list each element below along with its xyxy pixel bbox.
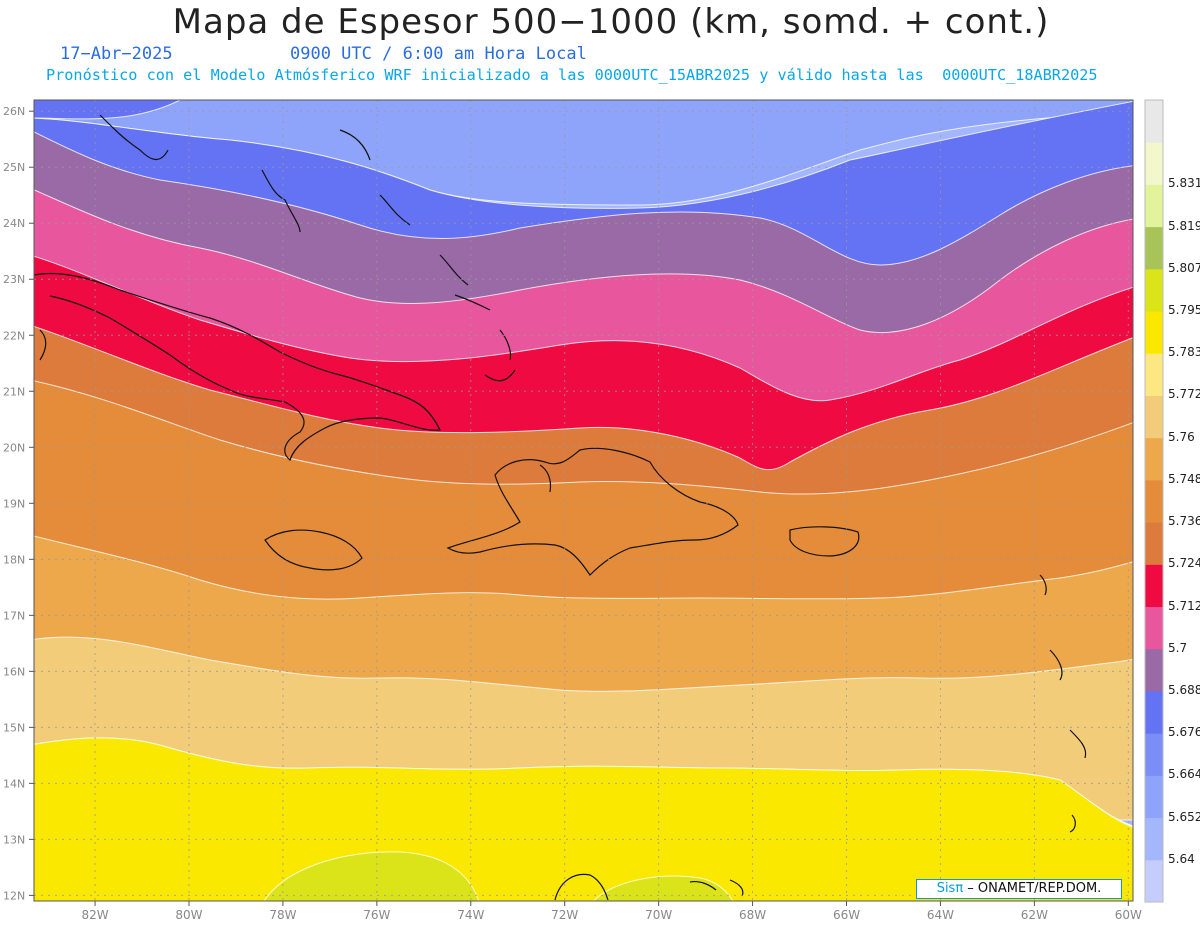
colorbar [1144, 99, 1164, 903]
colorbar-label: 5.64 [1168, 851, 1195, 866]
colorbar-swatch [1145, 733, 1163, 776]
lat-tick-label: 13N [3, 833, 25, 846]
colorbar-label: 5.831 [1168, 176, 1200, 191]
colorbar-swatch [1145, 648, 1163, 692]
colorbar-label: 5.7 [1168, 640, 1188, 655]
lat-tick-label: 19N [3, 497, 25, 510]
lon-tick-label: 64W [927, 908, 954, 922]
lon-tick-label: 74W [457, 908, 484, 922]
colorbar-swatch [1145, 184, 1163, 228]
colorbar-label: 5.807 [1168, 260, 1200, 275]
lat-tick-label: 26N [3, 105, 25, 118]
colorbar-label: 5.819 [1168, 218, 1200, 233]
map-field [34, 100, 1133, 901]
lon-tick-label: 80W [175, 908, 202, 922]
colorbar-label: 5.783 [1168, 345, 1200, 360]
lon-tick-label: 70W [645, 908, 672, 922]
colorbar-swatch [1145, 226, 1163, 270]
colorbar-swatch [1145, 268, 1163, 312]
map-title: Mapa de Espesor 500−1000 (km, somd. + co… [172, 2, 1050, 42]
colorbar-label: 5.664 [1168, 767, 1200, 782]
lon-tick-label: 60W [1115, 908, 1142, 922]
coastlines [34, 114, 1087, 901]
colorbar-swatch [1145, 564, 1163, 608]
lat-tick-label: 17N [3, 609, 25, 622]
colorbar-swatch [1145, 690, 1163, 734]
colorbar-swatch [1145, 817, 1163, 861]
colorbar-swatch [1145, 353, 1163, 396]
credit-brand: Sisπ [936, 881, 964, 896]
colorbar-swatch [1145, 311, 1163, 354]
colorbar-label: 5.76 [1168, 429, 1195, 444]
lat-tick-label: 25N [3, 161, 25, 174]
lat-tick-label: 22N [3, 329, 25, 342]
valid-time: 0900 UTC / 6:00 am Hora Local [290, 44, 587, 64]
lat-tick-label: 14N [3, 777, 25, 790]
lat-tick-label: 23N [3, 273, 25, 286]
colorbar-swatch [1145, 775, 1163, 819]
colorbar-label: 5.688 [1168, 682, 1200, 697]
colorbar-swatch [1145, 437, 1163, 481]
colorbar-label: 5.724 [1168, 556, 1200, 571]
colorbar-label: 5.736 [1168, 514, 1200, 529]
colorbar-frame [1144, 99, 1164, 903]
credit-text: – ONAMET/REP.DOM. [963, 881, 1102, 896]
colorbar-label: 5.795 [1168, 303, 1200, 318]
valid-date: 17−Abr−2025 [60, 44, 173, 64]
lon-tick-label: 72W [551, 908, 578, 922]
lat-tick-label: 18N [3, 553, 25, 566]
colorbar-swatch [1145, 142, 1163, 185]
lon-tick-label: 62W [1021, 908, 1048, 922]
colorbar-swatch [1145, 100, 1163, 143]
lon-tick-label: 78W [269, 908, 296, 922]
colorbar-label: 5.748 [1168, 471, 1200, 486]
lat-tick-label: 20N [3, 441, 25, 454]
colorbar-label: 5.676 [1168, 725, 1200, 740]
colorbar-swatch [1145, 395, 1163, 439]
lon-tick-label: 76W [363, 908, 390, 922]
colorbar-swatch [1145, 859, 1163, 903]
lon-tick-label: 82W [81, 908, 108, 922]
colorbar-swatch [1145, 522, 1163, 565]
colorbar-swatch [1145, 606, 1163, 650]
graticule [34, 100, 1133, 901]
lat-tick-label: 15N [3, 721, 25, 734]
axis-ticks: 82W 80W 78W 76W 74W 72W 70W 68W 66W 64W 62W 60W 12N 1… [3, 105, 1142, 922]
colorbar-label: 5.652 [1168, 809, 1200, 824]
colorbar-label: 5.772 [1168, 387, 1200, 402]
map-frame [33, 99, 1134, 902]
lat-tick-label: 12N [3, 889, 25, 902]
lat-tick-label: 21N [3, 385, 25, 398]
colorbar-label: 5.712 [1168, 598, 1200, 613]
lon-tick-label: 68W [739, 908, 766, 922]
lon-tick-label: 66W [833, 908, 860, 922]
lat-tick-label: 16N [3, 665, 25, 678]
lat-tick-label: 24N [3, 217, 25, 230]
forecast-note: Pronóstico con el Modelo Atmósferico WRF… [46, 66, 1098, 84]
credit-box: Sisπ – ONAMET/REP.DOM. [916, 879, 1122, 899]
colorbar-swatch [1145, 479, 1163, 523]
